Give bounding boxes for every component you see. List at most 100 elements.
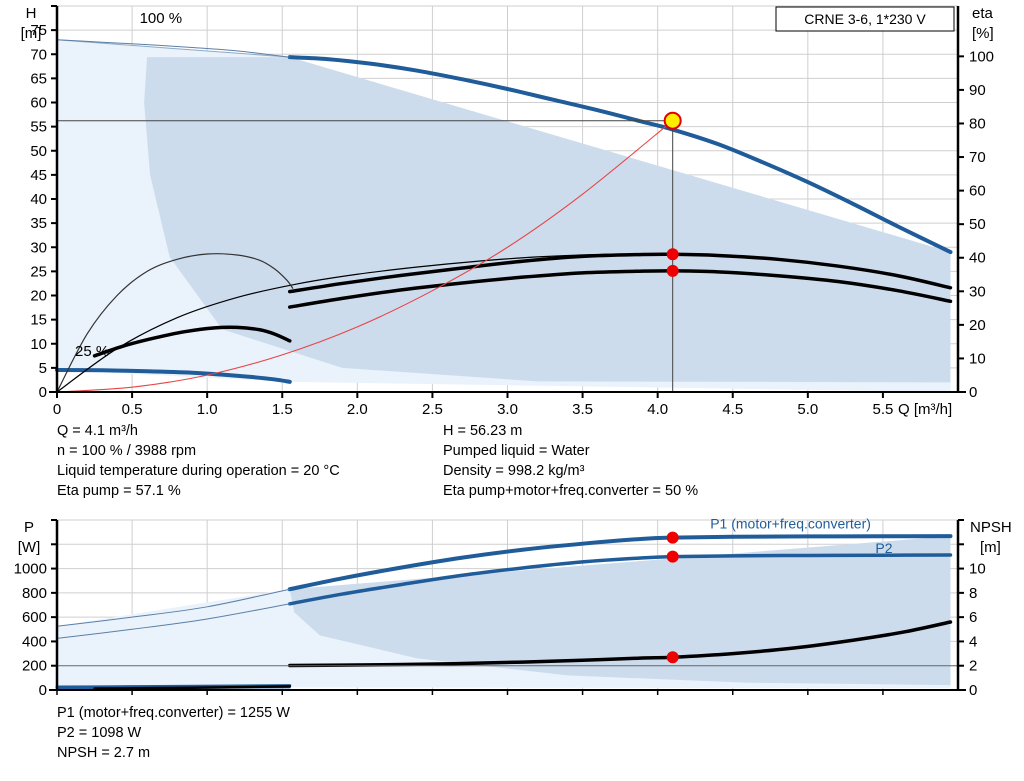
y2tick-label: 2 <box>969 658 977 675</box>
xtick-label: 4.0 <box>647 401 668 418</box>
ytick-label: 5 <box>39 360 47 377</box>
y-axis-title: H <box>26 5 37 22</box>
power-npsh-svg: 0 200 400 600 800 1000 0 2 4 6 8 10 P [W] NPSH [m] P1 (m… <box>14 516 1012 700</box>
y2tick-label: 90 <box>969 82 986 99</box>
ytick-label: 30 <box>30 239 47 256</box>
ytick-label: 45 <box>30 167 47 184</box>
y2tick-label: 4 <box>969 633 977 650</box>
ytick-label: 1000 <box>14 561 47 578</box>
x-axis-title: Q [m³/h] <box>898 401 952 418</box>
ytick-label: 0 <box>39 682 47 699</box>
info-pumped-liquid: Pumped liquid = Water <box>443 443 590 459</box>
y2tick-label: 30 <box>969 283 986 300</box>
curve-1 <box>56 588 291 627</box>
speed-annotation-0: 100 % <box>140 10 183 27</box>
ytick-label: 75 <box>30 22 47 39</box>
curve-label-1: P2 <box>875 540 892 556</box>
y2tick-label: 6 <box>969 609 977 626</box>
ytick-label: 20 <box>30 288 47 305</box>
head-efficiency-chart: 0 5 10 15 20 25 30 35 40 45 50 55 60 65 70 75 0 10 20 30 40 5… <box>21 5 994 418</box>
y-axis-unit: [m] <box>21 25 42 42</box>
ytick-label: 40 <box>30 191 47 208</box>
y2-axis-unit: [m] <box>980 539 1001 556</box>
curve-label-0: P1 (motor+freq.converter) <box>710 516 871 532</box>
ytick-label: 400 <box>22 633 47 650</box>
head-efficiency-svg: 0 5 10 15 20 25 30 35 40 45 50 55 60 65 70 75 0 10 20 30 40 5… <box>21 5 994 418</box>
curve-7 <box>92 325 292 358</box>
ytick-label: 600 <box>22 609 47 626</box>
ytick-label: 60 <box>30 95 47 112</box>
title-box <box>775 6 955 32</box>
ytick-label: 35 <box>30 215 47 232</box>
y2tick-label: 80 <box>969 115 986 132</box>
duty-info-left: Q = 4.1 m³/h n = 100 % / 3988 rpm Liquid… <box>57 421 340 501</box>
top-chart-group: 0 5 10 15 20 25 30 35 40 45 50 55 60 65 70 75 0 10 20 30 40 5… <box>21 5 994 418</box>
ytick-label: 65 <box>30 70 47 87</box>
y2tick-label: 0 <box>969 682 977 699</box>
info-h: H = 56.23 m <box>443 423 523 439</box>
info-eta-pump: Eta pump = 57.1 % <box>57 483 181 499</box>
curve-0 <box>287 534 953 592</box>
eta-marker-0[interactable] <box>666 248 679 261</box>
curve-1 <box>56 39 291 58</box>
curve-6 <box>56 253 294 393</box>
curve-0 <box>287 55 953 255</box>
bottom-chart-group: 0 200 400 600 800 1000 0 2 4 6 8 10 P [W] NPSH [m] P1 (m… <box>14 516 1012 700</box>
ytick-label: 800 <box>22 585 47 602</box>
y2-axis-title: eta <box>972 5 994 22</box>
info-npsh: NPSH = 2.7 m <box>57 745 151 761</box>
curve-5 <box>288 269 953 309</box>
xtick-label: 0.5 <box>122 401 143 418</box>
y2tick-label: 70 <box>969 149 986 166</box>
y2tick-label: 20 <box>969 317 986 334</box>
info-p1: P1 (motor+freq.converter) = 1255 W <box>57 705 290 721</box>
ytick-label: 10 <box>30 336 47 353</box>
y2tick-label: 10 <box>969 350 986 367</box>
y2-axis-title: NPSH <box>970 519 1012 536</box>
title-box-label: CRNE 3-6, 1*230 V <box>804 11 926 27</box>
xtick-label: 4.5 <box>722 401 743 418</box>
duty-point-marker[interactable] <box>663 111 682 130</box>
ytick-label: 50 <box>30 143 47 160</box>
curve-4 <box>288 620 953 668</box>
xtick-label: 1.5 <box>272 401 293 418</box>
curve-7 <box>93 685 292 690</box>
power-npsh-chart: 0 200 400 600 800 1000 0 2 4 6 8 10 P [W] NPSH [m] P1 (m… <box>0 510 1024 708</box>
xtick-label: 1.0 <box>197 401 218 418</box>
info-liquid-temperature: Liquid temperature during operation = 20… <box>57 463 340 479</box>
y2tick-label: 60 <box>969 183 986 200</box>
ytick-label: 70 <box>30 46 47 63</box>
duty-marker-0[interactable] <box>666 531 679 544</box>
power-info: P1 (motor+freq.converter) = 1255 W P2 = … <box>57 703 290 763</box>
curve-8 <box>56 120 674 393</box>
ytick-label: 25 <box>30 263 47 280</box>
curve-2 <box>288 553 953 606</box>
xtick-label: 2.5 <box>422 401 443 418</box>
ytick-label: 0 <box>39 384 47 401</box>
y2tick-label: 40 <box>969 250 986 267</box>
duty-marker-2[interactable] <box>666 651 679 664</box>
y2-axis-unit: [%] <box>972 25 994 42</box>
xtick-label: 2.0 <box>347 401 368 418</box>
xtick-label: 5.0 <box>797 401 818 418</box>
xtick-label: 3.5 <box>572 401 593 418</box>
curve-2 <box>55 368 292 384</box>
speed-annotation-1: 25 % <box>75 343 109 360</box>
info-density: Density = 998.2 kg/m³ <box>443 463 585 479</box>
y2tick-label: 8 <box>969 585 977 602</box>
xtick-label: 0 <box>53 401 61 418</box>
xtick-label: 3.0 <box>497 401 518 418</box>
y-axis-unit: [W] <box>18 539 41 556</box>
ytick-label: 15 <box>30 312 47 329</box>
curve-4 <box>288 252 953 294</box>
duty-info-right: H = 56.23 m Pumped liquid = Water Densit… <box>443 421 698 501</box>
y2tick-label: 10 <box>969 561 986 578</box>
info-eta-total: Eta pump+motor+freq.converter = 50 % <box>443 483 699 499</box>
info-speed: n = 100 % / 3988 rpm <box>57 443 197 459</box>
ytick-label: 200 <box>22 658 47 675</box>
y2tick-label: 50 <box>969 216 986 233</box>
duty-marker-1[interactable] <box>666 550 679 563</box>
ytick-label: 55 <box>30 119 47 136</box>
xtick-label: 5.5 <box>872 401 893 418</box>
eta-marker-1[interactable] <box>666 264 679 277</box>
